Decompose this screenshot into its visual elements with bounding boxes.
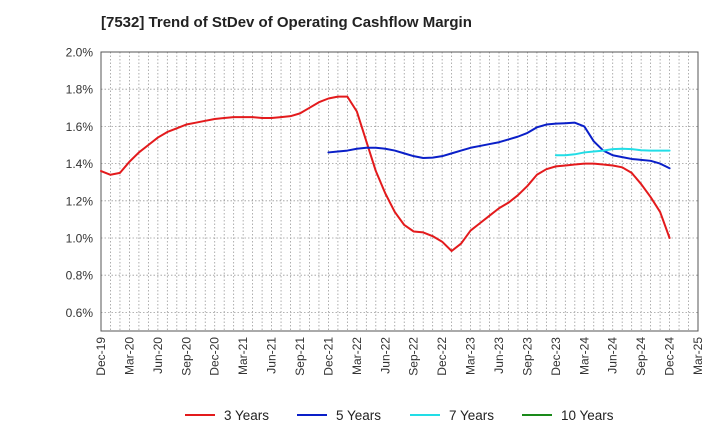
x-tick-label: Sep-21 xyxy=(293,337,307,376)
x-tick-label: Dec-24 xyxy=(663,337,677,376)
x-tick-label: Mar-25 xyxy=(691,337,705,375)
plot-frame xyxy=(100,51,699,332)
x-tick-label: Sep-20 xyxy=(179,337,193,376)
legend-item-7-years: 7 Years xyxy=(410,404,494,426)
series-line-3-years xyxy=(100,95,671,253)
chart-title: [7532] Trend of StDev of Operating Cashf… xyxy=(101,14,472,31)
series-line-5-years xyxy=(327,121,671,170)
x-tick-label: Dec-22 xyxy=(435,337,449,376)
x-tick-label: Dec-19 xyxy=(94,337,108,376)
legend-label-7-years: 7 Years xyxy=(449,407,495,423)
legend-swatch-5-years xyxy=(297,414,327,416)
x-tick-label: Mar-20 xyxy=(122,337,136,375)
legend-swatch-3-years xyxy=(185,414,215,416)
x-tick-label: Mar-23 xyxy=(464,337,478,375)
y-tick-label: 1.6% xyxy=(66,120,94,134)
x-tick-label: Mar-21 xyxy=(236,337,250,375)
x-tick-label: Mar-22 xyxy=(350,337,364,375)
x-tick-label: Dec-20 xyxy=(208,337,222,376)
legend-item-5-years: 5 Years xyxy=(297,404,381,426)
x-tick-label: Dec-21 xyxy=(321,337,335,376)
legend-item-10-years: 10 Years xyxy=(522,404,614,426)
y-tick-label: 1.0% xyxy=(66,232,94,246)
y-tick-label: 1.2% xyxy=(66,194,94,208)
x-tick-label: Mar-24 xyxy=(577,337,591,375)
legend-label-10-years: 10 Years xyxy=(561,407,614,423)
x-tick-label: Jun-22 xyxy=(378,337,392,374)
x-tick-label: Sep-22 xyxy=(407,337,421,376)
legend-item-3-years: 3 Years xyxy=(185,404,269,426)
legend-label-3-years: 3 Years xyxy=(224,407,270,423)
series-line-7-years xyxy=(554,147,671,157)
chart-legend: 3 Years 5 Years 7 Years 10 Years xyxy=(0,404,720,426)
x-tick-label: Jun-20 xyxy=(151,337,165,374)
y-tick-label: 1.8% xyxy=(66,83,94,97)
legend-label-5-years: 5 Years xyxy=(336,407,382,423)
legend-swatch-7-years xyxy=(410,414,440,416)
x-tick-label: Sep-23 xyxy=(520,337,534,376)
y-tick-label: 0.6% xyxy=(66,306,94,320)
y-tick-label: 0.8% xyxy=(66,269,94,283)
y-tick-label: 1.4% xyxy=(66,157,94,171)
y-tick-label: 2.0% xyxy=(66,46,94,60)
x-tick-label: Dec-23 xyxy=(549,337,563,376)
x-tick-label: Jun-23 xyxy=(492,337,506,374)
legend-swatch-10-years xyxy=(522,414,552,416)
x-tick-label: Jun-24 xyxy=(606,337,620,374)
x-tick-label: Jun-21 xyxy=(265,337,279,374)
x-tick-label: Sep-24 xyxy=(634,337,648,376)
